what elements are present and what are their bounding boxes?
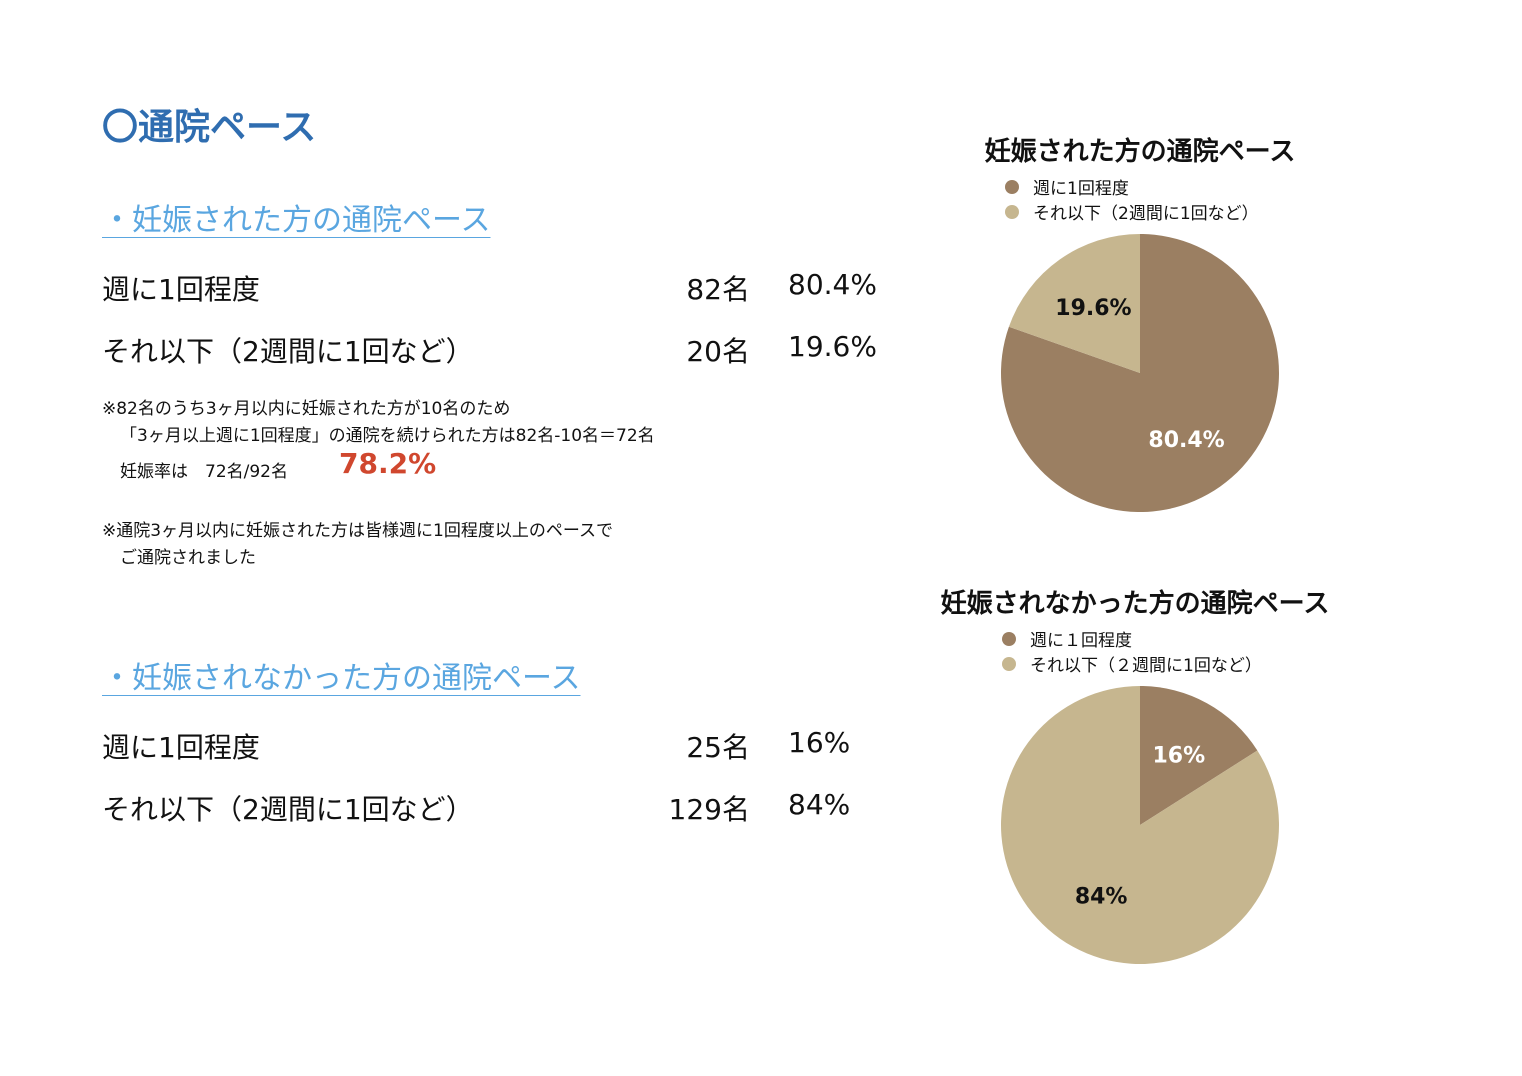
note-line: ご通院されました (120, 548, 256, 568)
note-line: 「3ヶ月以上週に1回程度」の通院を続けられた方は82名-10名＝72名 (120, 426, 655, 446)
page-title: 〇通院ペース (102, 107, 317, 148)
legend-item: それ以下（2週間に1回など） (1005, 199, 1259, 224)
chart-legend: 週に１回程度 それ以下（２週間に1回など） (1002, 626, 1262, 676)
row-percent-less: 19.6% (788, 330, 877, 363)
row-percent-weekly: 80.4% (788, 268, 877, 301)
section-heading-pregnant: ・妊娠された方の通院ペース (102, 203, 491, 238)
legend-swatch (1005, 179, 1019, 194)
legend-label: それ以下（２週間に1回など） (1030, 656, 1262, 676)
pie-data-label: 84% (1075, 885, 1128, 910)
pie-slice (1008, 234, 1140, 373)
pie-chart-pregnant: 80.4% 19.6% (1001, 234, 1279, 512)
legend-item: 週に１回程度 (1002, 626, 1262, 651)
pie-slice (1140, 686, 1258, 825)
row-label-weekly: 週に1回程度 (102, 731, 260, 764)
legend-swatch (1005, 204, 1019, 219)
legend-label: 週に１回程度 (1030, 631, 1132, 651)
legend-label: それ以下（2週間に1回など） (1033, 204, 1259, 224)
row-label-less: それ以下（2週間に1回など） (102, 335, 474, 368)
row-count-less: 20名 (686, 335, 750, 368)
row-label-less: それ以下（2週間に1回など） (102, 793, 474, 826)
note-line: ※82名のうち3ヶ月以内に妊娠された方が10名のため (102, 399, 511, 419)
section-heading-not-pregnant: ・妊娠されなかった方の通院ペース (102, 661, 581, 696)
legend-swatch (1002, 631, 1016, 646)
pregnancy-rate-value: 78.2% (339, 447, 437, 480)
row-percent-less: 84% (788, 788, 851, 821)
pie-data-label: 80.4% (1148, 428, 1224, 453)
chart-legend: 週に1回程度 それ以下（2週間に1回など） (1005, 174, 1259, 224)
legend-item: それ以下（２週間に1回など） (1002, 651, 1262, 676)
row-label-weekly: 週に1回程度 (102, 273, 260, 306)
row-count-less: 129名 (668, 793, 750, 826)
pregnancy-rate-label: 妊娠率は 72名/92名 (120, 462, 288, 482)
note-line: ※通院3ヶ月以内に妊娠された方は皆様週に1回程度以上のペースで (102, 521, 614, 541)
row-count-weekly: 82名 (686, 273, 750, 306)
pie-slice (1001, 686, 1279, 964)
legend-label: 週に1回程度 (1033, 179, 1129, 199)
row-percent-weekly: 16% (788, 726, 851, 759)
legend-swatch (1002, 656, 1016, 671)
pie-data-label: 19.6% (1055, 296, 1131, 321)
row-count-weekly: 25名 (686, 731, 750, 764)
chart-title: 妊娠された方の通院ペース (984, 137, 1296, 167)
pie-data-label: 16% (1153, 743, 1206, 768)
legend-item: 週に1回程度 (1005, 174, 1259, 199)
pie-chart-not-pregnant: 16% 84% (1001, 686, 1279, 964)
chart-title: 妊娠されなかった方の通院ペース (940, 589, 1330, 619)
